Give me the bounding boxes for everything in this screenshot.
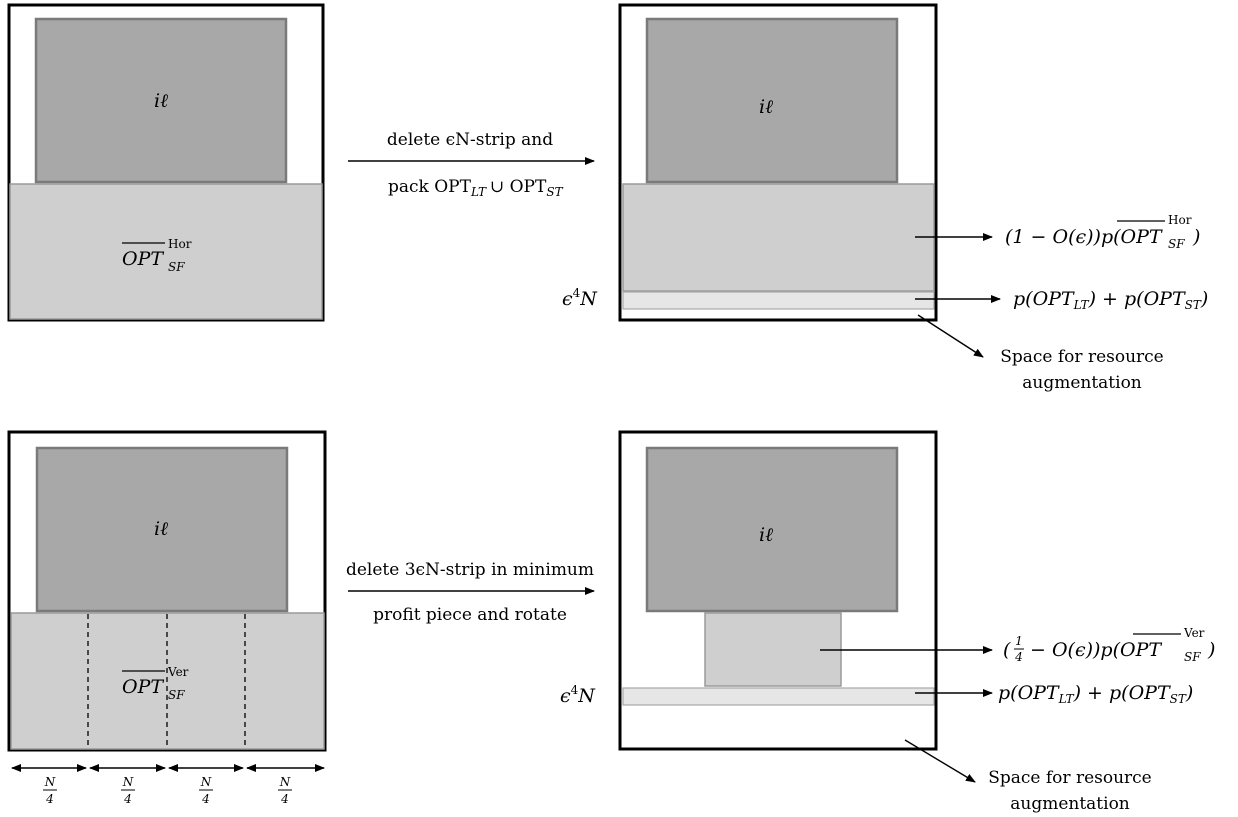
- top-annotations: (1 − O(ϵ))p(OPT Hor SF ) p(OPTLT) + p(OP…: [915, 213, 1208, 393]
- bottom-left-panel: iℓ OPT Ver SF N 4 N 4: [7, 430, 327, 806]
- bottom-space-label-line1: Space for resource: [988, 768, 1152, 788]
- bottom-right-item-label: iℓ: [759, 524, 773, 546]
- svg-text:4: 4: [201, 792, 210, 806]
- svg-text:N: N: [122, 775, 134, 789]
- bottom-right-lt-st-strip: [622, 687, 935, 706]
- svg-text:Hor: Hor: [168, 237, 192, 251]
- top-right-panel: iℓ ϵ4N: [562, 3, 938, 322]
- bottom-space-arrow: [904, 739, 976, 783]
- svg-text:SF: SF: [168, 260, 185, 274]
- svg-text:− O(ϵ))p(OPT: − O(ϵ))p(OPT: [1030, 639, 1162, 661]
- bottom-left-opt-ver-label: OPT Ver SF: [122, 665, 189, 702]
- svg-text:Ver: Ver: [167, 665, 189, 679]
- svg-text:): ): [1207, 639, 1215, 661]
- svg-text:Hor: Hor: [1168, 213, 1192, 227]
- top-right-item-label: iℓ: [759, 96, 773, 118]
- svg-text:OPT: OPT: [122, 248, 164, 270]
- top-space-label-line1: Space for resource: [1000, 347, 1164, 367]
- bottom-right-large-item: [645, 446, 899, 613]
- width-label-2: N 4: [121, 775, 135, 806]
- top-left-opt-hor-region: [9, 183, 323, 320]
- svg-text:Ver: Ver: [1183, 626, 1205, 640]
- top-right-opt-hor-region: [622, 183, 935, 292]
- top-space-label-line2: augmentation: [1022, 373, 1142, 393]
- svg-text:SF: SF: [1184, 650, 1201, 664]
- svg-text:N: N: [44, 775, 56, 789]
- top-transition-line2: pack OPT: [388, 177, 472, 197]
- bottom-transition-line2: profit piece and rotate: [373, 605, 567, 625]
- svg-text:4: 4: [1014, 650, 1023, 664]
- bottom-left-large-item: [35, 446, 289, 613]
- svg-text:SF: SF: [168, 688, 185, 702]
- svg-text:4: 4: [45, 792, 54, 806]
- bottom-left-width-markers: N 4 N 4 N 4 N 4: [11, 764, 325, 806]
- width-label-1: N 4: [43, 775, 57, 806]
- bottom-space-label-line2: augmentation: [1010, 794, 1130, 814]
- bottom-ver-annot-text: ( 1 4 − O(ϵ))p(OPT Ver SF ): [1003, 626, 1215, 664]
- svg-text:pack OPTLT∪ OPTST: pack OPTLT ∪ OPTST: [388, 177, 564, 199]
- svg-text:N: N: [200, 775, 212, 789]
- svg-text:): ): [1192, 226, 1200, 248]
- bottom-right-panel: iℓ ϵ4N: [560, 430, 938, 751]
- top-transition: delete ϵN-strip and pack OPTLT ∪ OPTST: [348, 130, 595, 199]
- top-transition-line1: delete ϵN-strip and: [387, 130, 553, 150]
- bottom-transition-line1: delete 3ϵN-strip in minimum: [346, 560, 594, 580]
- top-left-panel: iℓ OPT Hor SF: [7, 3, 325, 322]
- top-left-opt-hor-label: OPT Hor SF: [122, 237, 192, 274]
- bottom-left-item-label: iℓ: [154, 518, 168, 540]
- bottom-strip-height-label: ϵ4N: [560, 683, 596, 707]
- svg-text:4: 4: [280, 792, 289, 806]
- top-left-item-label: iℓ: [154, 90, 168, 112]
- svg-text:(: (: [1003, 639, 1011, 661]
- bottom-annotations: ( 1 4 − O(ϵ))p(OPT Ver SF ) p(OPTLT) + p…: [820, 626, 1215, 814]
- svg-text:SF: SF: [1168, 237, 1185, 251]
- svg-text:1: 1: [1015, 634, 1023, 648]
- svg-text:N: N: [279, 775, 291, 789]
- width-label-4: N 4: [278, 775, 292, 806]
- top-right-lt-st-strip: [622, 291, 935, 310]
- top-left-large-item: [34, 17, 288, 184]
- width-label-3: N 4: [199, 775, 213, 806]
- top-hor-annot-text: (1 − O(ϵ))p(OPT Hor SF ): [1005, 213, 1200, 251]
- top-right-large-item: [645, 17, 899, 184]
- bottom-right-rotated-piece: [704, 612, 842, 687]
- svg-text:(1 − O(ϵ))p(OPT: (1 − O(ϵ))p(OPT: [1005, 226, 1163, 248]
- svg-text:4: 4: [123, 792, 132, 806]
- svg-text:OPT: OPT: [122, 676, 164, 698]
- bottom-strip-annot-text: p(OPTLT) + p(OPTST): [998, 682, 1193, 706]
- top-strip-height-label: ϵ4N: [562, 286, 598, 310]
- bottom-transition: delete 3ϵN-strip in minimum profit piece…: [346, 560, 595, 625]
- top-space-arrow: [917, 314, 984, 358]
- top-strip-annot-text: p(OPTLT) + p(OPTST): [1013, 288, 1208, 312]
